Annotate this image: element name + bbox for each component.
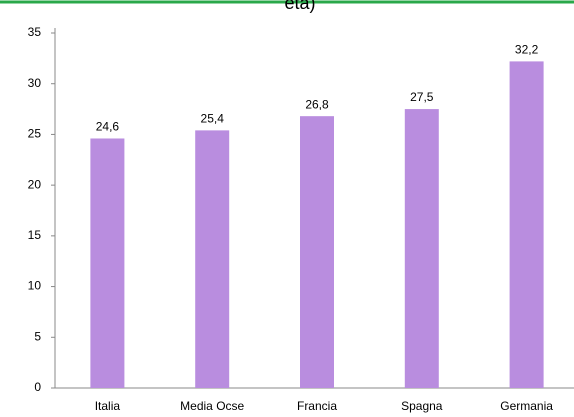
y-tick-label: 0 [34,380,41,394]
bar [509,61,544,389]
bar [300,116,334,389]
y-tick-label: 5 [34,329,41,343]
x-tick-label: Francia [297,399,337,413]
x-tick-label: Germania [500,399,553,413]
x-tick-label: Media Ocse [180,399,244,413]
bar [404,109,439,389]
x-tick-label: Spagna [401,399,443,413]
data-label: 32,2 [515,43,539,57]
y-tick-label: 30 [28,76,42,90]
chart-title: età) [284,0,315,13]
y-tick-label: 15 [28,228,42,242]
bar [90,138,125,388]
data-label: 27,5 [410,90,434,104]
data-label: 25,4 [201,112,225,126]
y-tick-label: 20 [28,177,42,191]
data-label: 24,6 [96,120,120,134]
y-tick-label: 10 [28,279,42,293]
y-tick-label: 25 [28,127,42,141]
data-label: 26,8 [305,97,329,111]
bar [195,130,230,388]
x-tick-label: Italia [95,399,121,413]
y-tick-label: 35 [28,25,42,39]
